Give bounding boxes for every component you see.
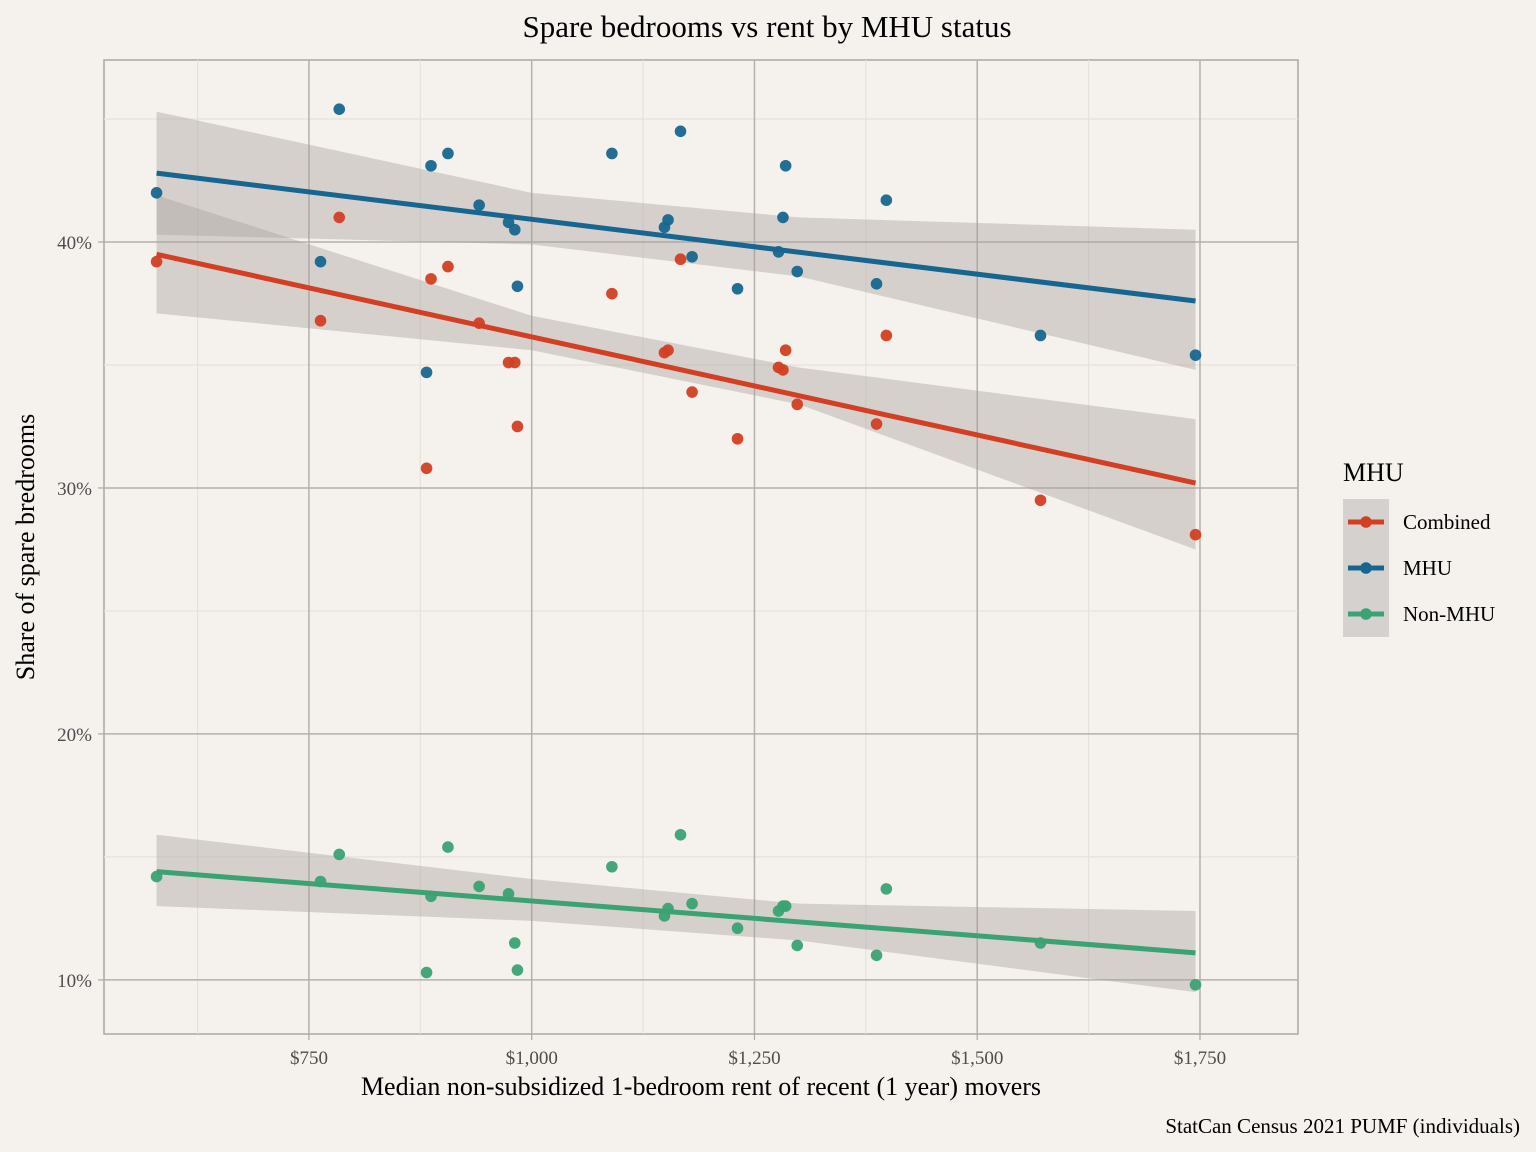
point-non-mhu xyxy=(511,964,524,976)
point-non-mhu xyxy=(779,900,792,912)
point-combined xyxy=(662,344,674,357)
legend-item-combined: Combined xyxy=(1348,510,1491,534)
x-axis-title: Median non-subsidized 1-bedroom rent of … xyxy=(361,1072,1041,1101)
point-combined xyxy=(1189,528,1202,541)
x-tick-label: $750 xyxy=(290,1048,328,1069)
point-mhu xyxy=(150,187,163,199)
point-mhu xyxy=(777,211,789,224)
panel-background xyxy=(103,59,1299,1035)
point-mhu xyxy=(880,194,893,206)
point-combined xyxy=(420,462,433,475)
confidence-band-mhu xyxy=(156,111,1196,370)
point-combined xyxy=(333,211,346,224)
point-mhu xyxy=(508,223,521,236)
point-non-mhu xyxy=(870,949,883,962)
fit-line-mhu xyxy=(156,170,1196,304)
point-mhu xyxy=(1189,349,1202,361)
confidence-band-combined xyxy=(156,195,1196,550)
point-non-mhu xyxy=(1189,979,1202,991)
point-mhu xyxy=(425,159,437,172)
point-mhu xyxy=(870,278,883,290)
point-non-mhu xyxy=(791,939,804,952)
legend: MHU Combined MHU Non-MHU xyxy=(1343,458,1495,637)
point-non-mhu xyxy=(473,880,485,893)
y-tick-label: 10% xyxy=(57,971,92,992)
legend-label: Combined xyxy=(1403,510,1491,534)
point-non-mhu xyxy=(333,848,346,861)
point-combined xyxy=(777,364,789,376)
point-combined xyxy=(508,356,521,369)
point-non-mhu xyxy=(508,937,521,949)
point-mhu xyxy=(779,159,792,172)
legend-swatch-point xyxy=(1360,562,1372,574)
y-axis-title: Share of spare bredrooms xyxy=(11,414,40,680)
point-non-mhu xyxy=(674,828,687,841)
legend-label: Non-MHU xyxy=(1403,602,1495,626)
point-mhu xyxy=(333,103,346,115)
point-combined xyxy=(731,432,744,445)
point-mhu xyxy=(473,199,485,211)
y-tick-label: 40% xyxy=(57,233,92,254)
chart-caption: StatCan Census 2021 PUMF (individuals) xyxy=(1165,1114,1520,1138)
x-tick-label: $1,750 xyxy=(1174,1048,1226,1069)
point-mhu xyxy=(686,250,698,263)
point-combined xyxy=(674,253,687,266)
point-combined xyxy=(606,287,618,300)
point-non-mhu xyxy=(606,860,618,873)
point-combined xyxy=(442,260,454,273)
point-mhu xyxy=(1034,329,1047,342)
point-combined xyxy=(880,329,893,342)
point-non-mhu xyxy=(686,897,698,910)
y-axis-ticks: 10% 20% 30% 40% xyxy=(57,233,104,992)
point-mhu xyxy=(420,366,433,379)
point-mhu xyxy=(314,255,327,268)
chart-title: Spare bedrooms vs rent by MHU status xyxy=(522,9,1011,44)
x-tick-label: $1,500 xyxy=(951,1048,1003,1069)
y-tick-label: 20% xyxy=(57,725,92,746)
point-mhu xyxy=(731,282,744,295)
x-tick-label: $1,250 xyxy=(728,1048,780,1069)
point-mhu xyxy=(791,265,804,278)
point-combined xyxy=(314,314,327,327)
point-combined xyxy=(870,418,883,430)
legend-item-mhu: MHU xyxy=(1348,556,1452,580)
point-combined xyxy=(791,398,804,411)
fit-line-non-mhu xyxy=(156,869,1196,956)
point-combined xyxy=(1034,494,1047,507)
legend-label: MHU xyxy=(1403,556,1452,580)
x-axis-ticks: $750 $1,000 $1,250 $1,500 $1,750 xyxy=(290,1034,1226,1069)
point-combined xyxy=(150,255,163,268)
legend-item-non-mhu: Non-MHU xyxy=(1348,602,1495,626)
legend-swatch-point xyxy=(1360,608,1372,620)
point-mhu xyxy=(511,280,524,293)
point-combined xyxy=(779,344,792,357)
fit-lines xyxy=(156,170,1197,956)
point-combined xyxy=(425,273,437,285)
data-points xyxy=(150,103,1202,991)
legend-swatch-point xyxy=(1360,516,1372,528)
point-non-mhu xyxy=(442,841,454,853)
minor-gridlines xyxy=(104,60,1298,1034)
point-non-mhu xyxy=(420,966,433,979)
point-mhu xyxy=(674,125,687,138)
point-mhu xyxy=(442,147,454,160)
point-mhu xyxy=(606,147,618,160)
point-non-mhu xyxy=(731,922,744,935)
plot-panel xyxy=(103,59,1299,1035)
point-combined xyxy=(686,386,698,398)
point-non-mhu xyxy=(880,883,893,895)
fit-line-combined xyxy=(156,251,1197,486)
point-combined xyxy=(511,420,524,433)
legend-title: MHU xyxy=(1343,458,1404,487)
x-tick-label: $1,000 xyxy=(506,1048,558,1069)
y-tick-label: 30% xyxy=(57,479,92,500)
point-mhu xyxy=(662,214,674,226)
